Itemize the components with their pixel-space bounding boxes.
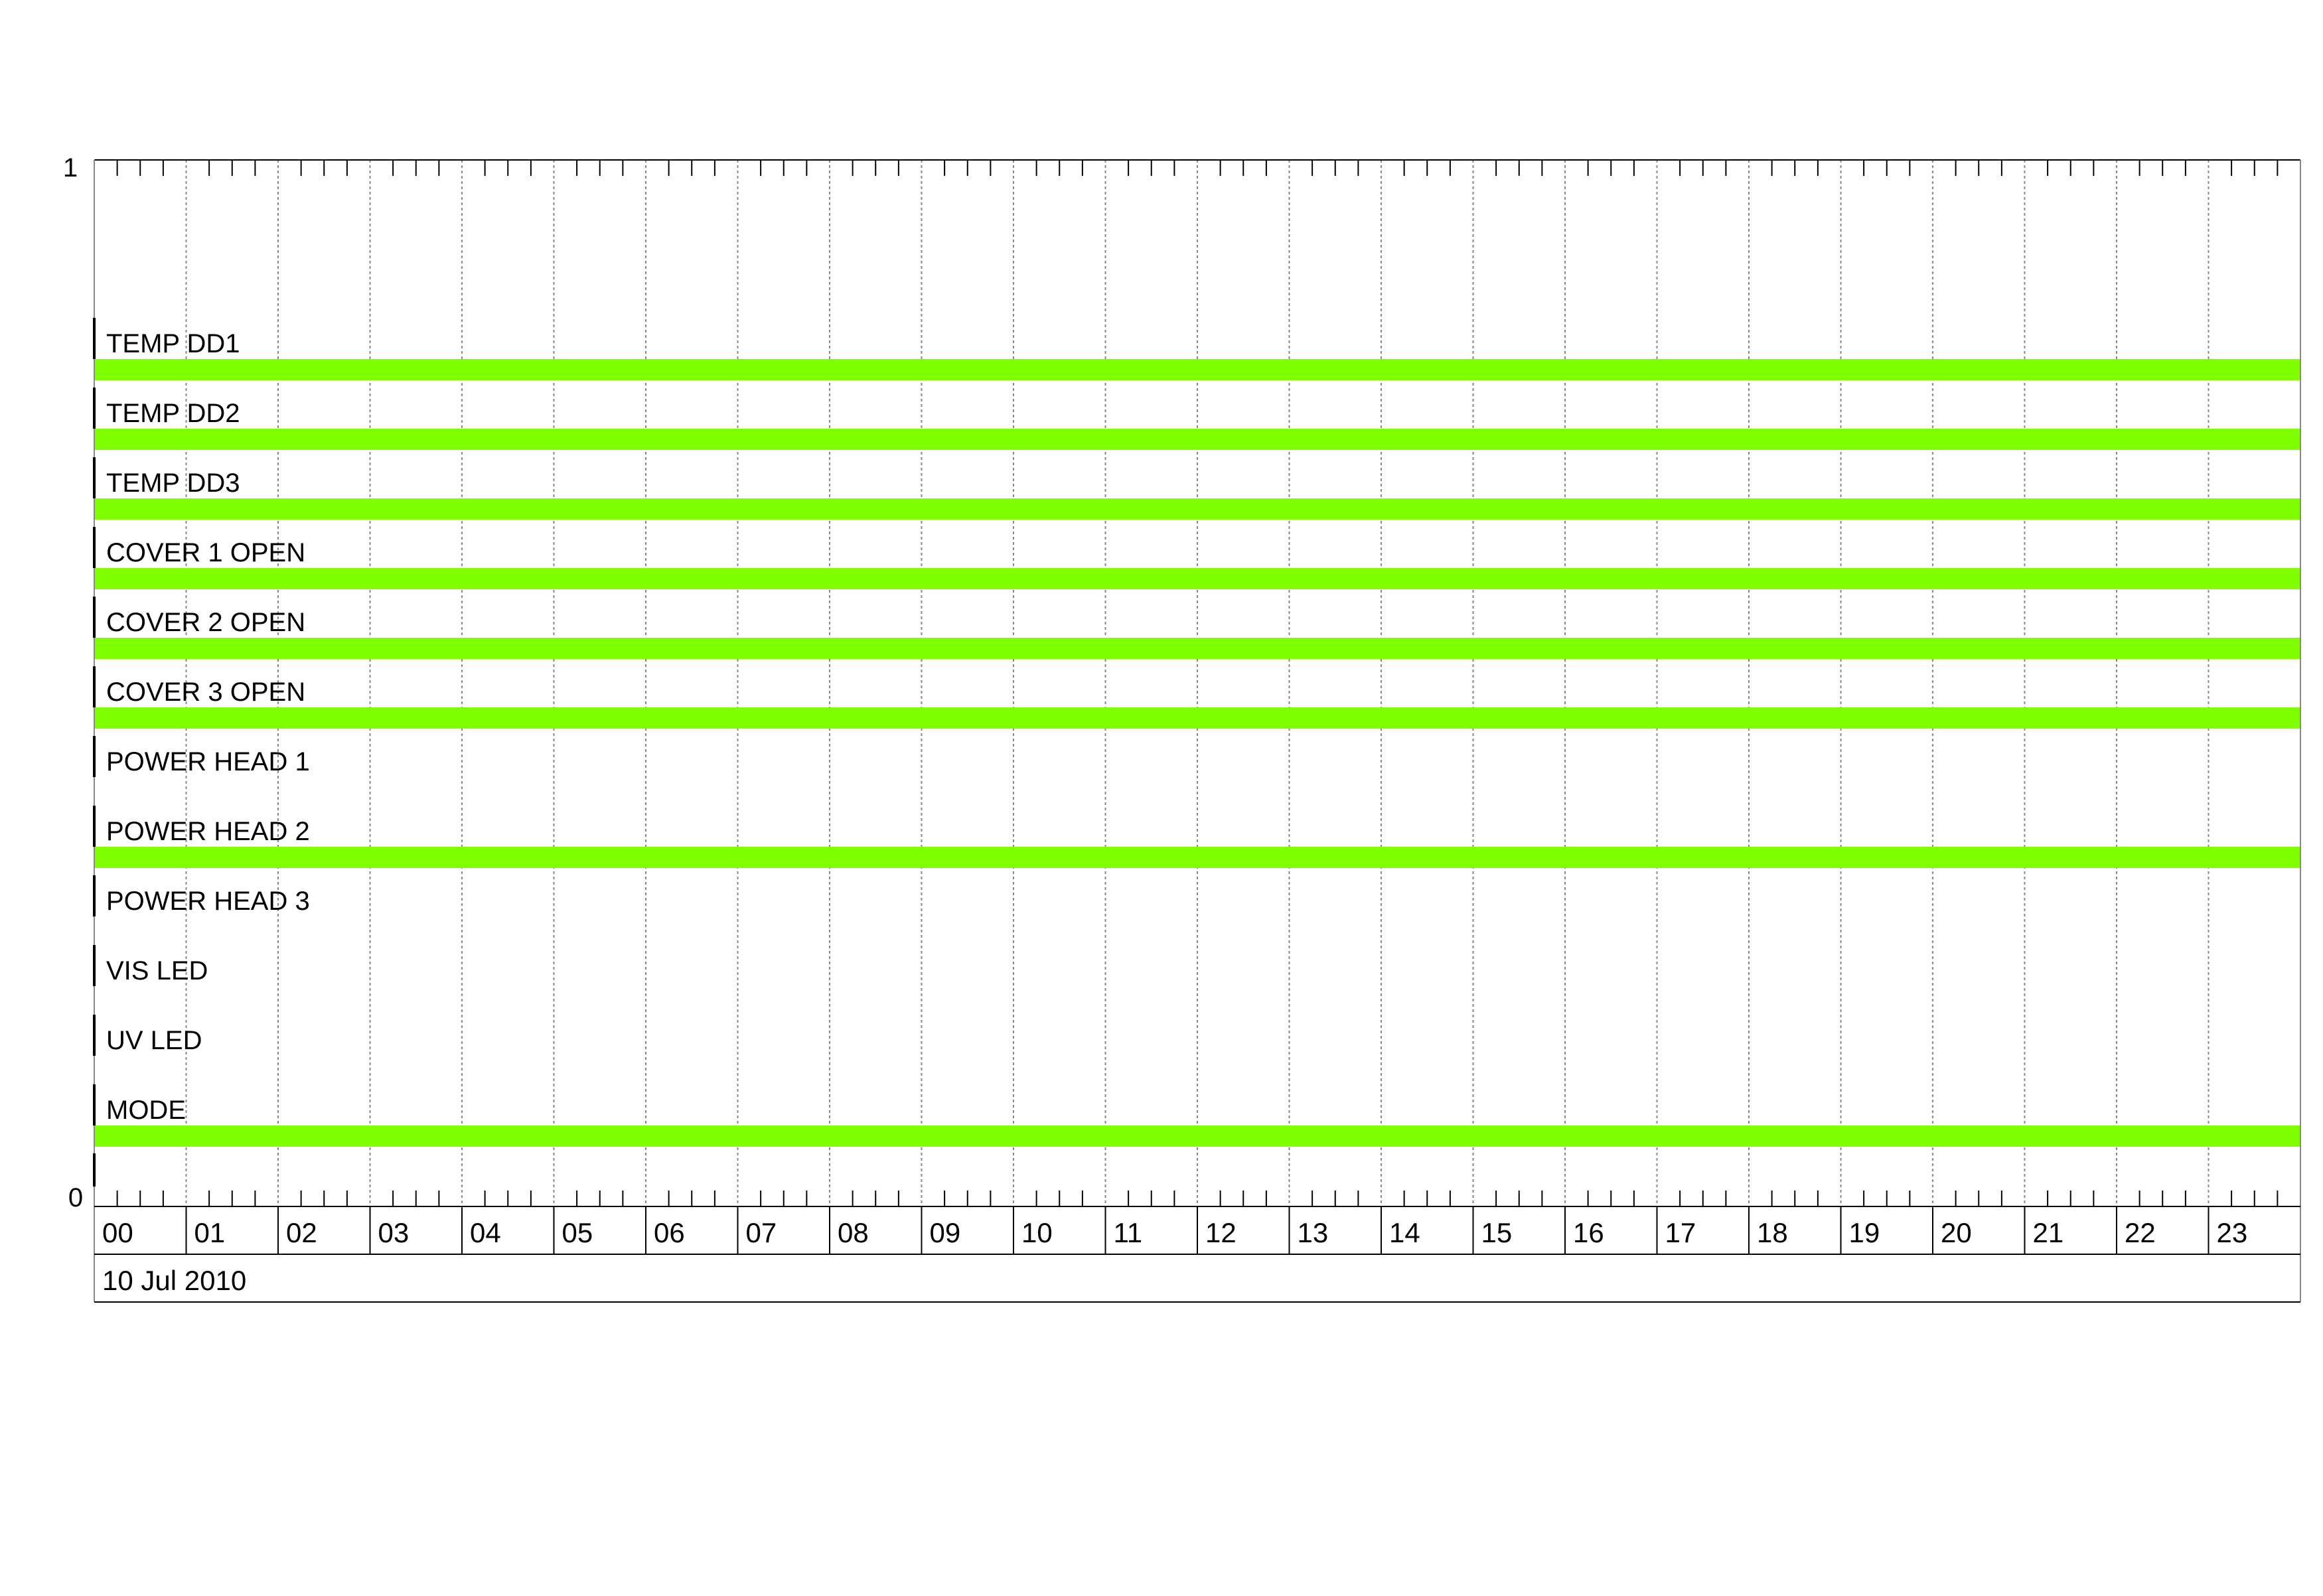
x-tick-label: 19 [1849,1217,1880,1248]
state-bar [94,638,2300,659]
series-label: VIS LED [106,956,208,985]
date-label: 10 Jul 2010 [102,1265,246,1296]
x-tick-label: 23 [2217,1217,2248,1248]
x-tick-label: 00 [102,1217,133,1248]
state-bar [94,498,2300,520]
state-bar [94,1125,2300,1147]
x-tick-label: 18 [1757,1217,1788,1248]
x-tick-label: 15 [1481,1217,1513,1248]
series-label: POWER HEAD 2 [106,817,310,846]
x-tick-label: 04 [470,1217,501,1248]
y-tick-label-top: 1 [63,153,78,182]
x-tick-label: 01 [194,1217,226,1248]
x-tick-label: 16 [1573,1217,1604,1248]
series-label: TEMP DD1 [106,329,240,358]
series-label: TEMP DD3 [106,469,240,498]
x-tick-label: 13 [1298,1217,1329,1248]
series-label: UV LED [106,1026,202,1055]
x-tick-label: 10 [1021,1217,1053,1248]
series-label: POWER HEAD 1 [106,747,310,776]
x-tick-label: 06 [654,1217,685,1248]
x-tick-label: 03 [378,1217,410,1248]
x-tick-label: 09 [930,1217,961,1248]
y-tick-label-bottom: 0 [68,1183,83,1212]
ticks [116,160,2279,1206]
series-label: COVER 3 OPEN [106,678,305,707]
gridlines [185,160,2210,1206]
series-label: TEMP DD2 [106,399,240,428]
x-tick-label: 02 [286,1217,317,1248]
series-label: POWER HEAD 3 [106,887,310,916]
state-bar [94,568,2300,589]
x-tick-label: 11 [1114,1217,1143,1248]
state-bars [94,359,2300,1147]
x-tick-label: 22 [2125,1217,2156,1248]
x-tick-label: 12 [1205,1217,1236,1248]
x-tick-label: 07 [746,1217,777,1248]
x-tick-label: 05 [562,1217,593,1248]
series-label: COVER 2 OPEN [106,608,305,637]
series-label: MODE [106,1096,186,1125]
x-tick-label: 21 [2033,1217,2064,1248]
x-tick-label: 08 [838,1217,869,1248]
frame [93,159,2301,1303]
state-bar [94,707,2300,729]
x-tick-label: 14 [1389,1217,1420,1248]
state-bar [94,359,2300,380]
x-tick-label: 17 [1665,1217,1696,1248]
series-label: COVER 1 OPEN [106,538,305,567]
x-tick-label: 20 [1941,1217,1972,1248]
state-bar [94,429,2300,450]
labels: 00 01 02 03 04 05 06 07 08 09 10 11 12 13 14 15 16 17 18 19… [102,329,2247,1248]
state-bar [94,847,2300,868]
